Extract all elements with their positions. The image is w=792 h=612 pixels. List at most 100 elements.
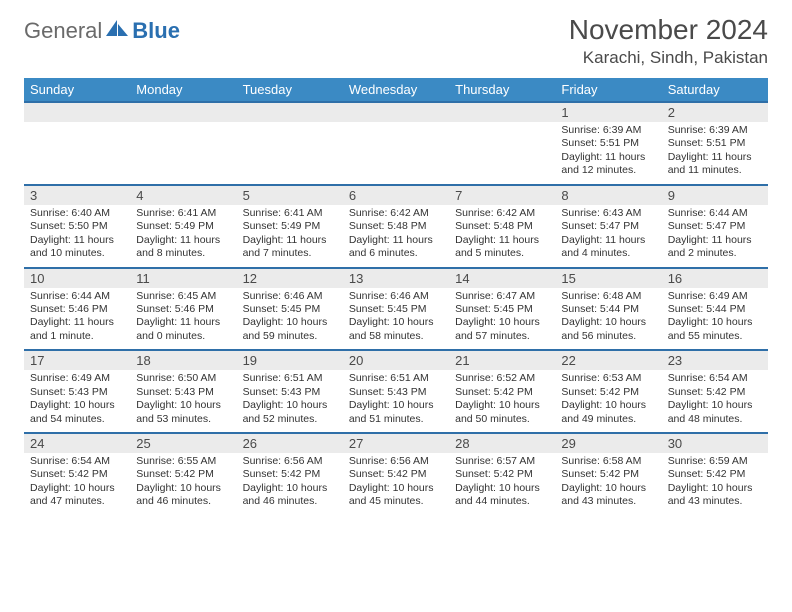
weekday-header: Wednesday: [343, 78, 449, 102]
weekday-header: Friday: [555, 78, 661, 102]
daylight-text: Daylight: 11 hours and 1 minute.: [30, 316, 124, 343]
calendar-day-cell: [237, 102, 343, 185]
day-number: 19: [237, 351, 343, 370]
daylight-text: Daylight: 10 hours and 52 minutes.: [243, 399, 337, 426]
sunset-text: Sunset: 5:42 PM: [455, 468, 549, 481]
calendar-day-cell: 27Sunrise: 6:56 AMSunset: 5:42 PMDayligh…: [343, 433, 449, 515]
weekday-header: Saturday: [662, 78, 768, 102]
day-number: 1: [555, 103, 661, 122]
daylight-text: Daylight: 11 hours and 8 minutes.: [136, 234, 230, 261]
day-number: 26: [237, 434, 343, 453]
day-details: Sunrise: 6:58 AMSunset: 5:42 PMDaylight:…: [555, 453, 661, 515]
sunset-text: Sunset: 5:48 PM: [455, 220, 549, 233]
sunset-text: Sunset: 5:42 PM: [349, 468, 443, 481]
calendar-day-cell: [343, 102, 449, 185]
day-number: 22: [555, 351, 661, 370]
sunrise-text: Sunrise: 6:47 AM: [455, 290, 549, 303]
sunrise-text: Sunrise: 6:39 AM: [561, 124, 655, 137]
day-details: Sunrise: 6:55 AMSunset: 5:42 PMDaylight:…: [130, 453, 236, 515]
sunset-text: Sunset: 5:46 PM: [30, 303, 124, 316]
calendar-day-cell: 9Sunrise: 6:44 AMSunset: 5:47 PMDaylight…: [662, 185, 768, 268]
sunrise-text: Sunrise: 6:56 AM: [243, 455, 337, 468]
sunset-text: Sunset: 5:42 PM: [668, 468, 762, 481]
sunrise-text: Sunrise: 6:39 AM: [668, 124, 762, 137]
day-details: Sunrise: 6:49 AMSunset: 5:44 PMDaylight:…: [662, 288, 768, 350]
day-details: Sunrise: 6:46 AMSunset: 5:45 PMDaylight:…: [237, 288, 343, 350]
calendar-day-cell: 4Sunrise: 6:41 AMSunset: 5:49 PMDaylight…: [130, 185, 236, 268]
calendar-week-row: 24Sunrise: 6:54 AMSunset: 5:42 PMDayligh…: [24, 433, 768, 515]
calendar-day-cell: 30Sunrise: 6:59 AMSunset: 5:42 PMDayligh…: [662, 433, 768, 515]
sunset-text: Sunset: 5:43 PM: [349, 386, 443, 399]
sunset-text: Sunset: 5:42 PM: [561, 468, 655, 481]
day-number: 16: [662, 269, 768, 288]
sunset-text: Sunset: 5:51 PM: [668, 137, 762, 150]
daylight-text: Daylight: 10 hours and 46 minutes.: [136, 482, 230, 509]
day-details: Sunrise: 6:45 AMSunset: 5:46 PMDaylight:…: [130, 288, 236, 350]
daylight-text: Daylight: 11 hours and 2 minutes.: [668, 234, 762, 261]
daylight-text: Daylight: 10 hours and 47 minutes.: [30, 482, 124, 509]
daylight-text: Daylight: 10 hours and 45 minutes.: [349, 482, 443, 509]
day-details: Sunrise: 6:56 AMSunset: 5:42 PMDaylight:…: [237, 453, 343, 515]
sunrise-text: Sunrise: 6:42 AM: [349, 207, 443, 220]
calendar-day-cell: 24Sunrise: 6:54 AMSunset: 5:42 PMDayligh…: [24, 433, 130, 515]
daylight-text: Daylight: 10 hours and 46 minutes.: [243, 482, 337, 509]
calendar-day-cell: 1Sunrise: 6:39 AMSunset: 5:51 PMDaylight…: [555, 102, 661, 185]
day-number: 27: [343, 434, 449, 453]
sunset-text: Sunset: 5:50 PM: [30, 220, 124, 233]
sunrise-text: Sunrise: 6:43 AM: [561, 207, 655, 220]
day-number: 12: [237, 269, 343, 288]
daylight-text: Daylight: 10 hours and 54 minutes.: [30, 399, 124, 426]
daylight-text: Daylight: 10 hours and 56 minutes.: [561, 316, 655, 343]
calendar-table: Sunday Monday Tuesday Wednesday Thursday…: [24, 78, 768, 515]
sunset-text: Sunset: 5:47 PM: [561, 220, 655, 233]
month-title: November 2024: [569, 14, 768, 46]
calendar-day-cell: 21Sunrise: 6:52 AMSunset: 5:42 PMDayligh…: [449, 350, 555, 433]
sunrise-text: Sunrise: 6:44 AM: [668, 207, 762, 220]
calendar-day-cell: 23Sunrise: 6:54 AMSunset: 5:42 PMDayligh…: [662, 350, 768, 433]
day-details: Sunrise: 6:50 AMSunset: 5:43 PMDaylight:…: [130, 370, 236, 432]
day-number: [449, 103, 555, 122]
day-number: 2: [662, 103, 768, 122]
sunrise-text: Sunrise: 6:49 AM: [30, 372, 124, 385]
day-details: Sunrise: 6:40 AMSunset: 5:50 PMDaylight:…: [24, 205, 130, 267]
calendar-week-row: 1Sunrise: 6:39 AMSunset: 5:51 PMDaylight…: [24, 102, 768, 185]
daylight-text: Daylight: 10 hours and 55 minutes.: [668, 316, 762, 343]
sunrise-text: Sunrise: 6:51 AM: [349, 372, 443, 385]
day-number: 17: [24, 351, 130, 370]
calendar-day-cell: 25Sunrise: 6:55 AMSunset: 5:42 PMDayligh…: [130, 433, 236, 515]
daylight-text: Daylight: 10 hours and 53 minutes.: [136, 399, 230, 426]
calendar-day-cell: [449, 102, 555, 185]
sunset-text: Sunset: 5:43 PM: [243, 386, 337, 399]
day-number: 20: [343, 351, 449, 370]
daylight-text: Daylight: 10 hours and 44 minutes.: [455, 482, 549, 509]
calendar-day-cell: 18Sunrise: 6:50 AMSunset: 5:43 PMDayligh…: [130, 350, 236, 433]
day-number: 4: [130, 186, 236, 205]
calendar-week-row: 3Sunrise: 6:40 AMSunset: 5:50 PMDaylight…: [24, 185, 768, 268]
day-details: Sunrise: 6:41 AMSunset: 5:49 PMDaylight:…: [237, 205, 343, 267]
sunset-text: Sunset: 5:43 PM: [136, 386, 230, 399]
day-details: [237, 122, 343, 182]
sunrise-text: Sunrise: 6:41 AM: [243, 207, 337, 220]
day-details: Sunrise: 6:44 AMSunset: 5:47 PMDaylight:…: [662, 205, 768, 267]
sunset-text: Sunset: 5:45 PM: [455, 303, 549, 316]
sunset-text: Sunset: 5:48 PM: [349, 220, 443, 233]
brand-part2: Blue: [132, 18, 180, 44]
sunrise-text: Sunrise: 6:54 AM: [30, 455, 124, 468]
sunrise-text: Sunrise: 6:55 AM: [136, 455, 230, 468]
sunrise-text: Sunrise: 6:41 AM: [136, 207, 230, 220]
title-block: November 2024 Karachi, Sindh, Pakistan: [569, 14, 768, 68]
day-number: 28: [449, 434, 555, 453]
sunrise-text: Sunrise: 6:54 AM: [668, 372, 762, 385]
day-number: 29: [555, 434, 661, 453]
day-number: 25: [130, 434, 236, 453]
sunrise-text: Sunrise: 6:42 AM: [455, 207, 549, 220]
daylight-text: Daylight: 10 hours and 59 minutes.: [243, 316, 337, 343]
sunrise-text: Sunrise: 6:58 AM: [561, 455, 655, 468]
sunset-text: Sunset: 5:42 PM: [136, 468, 230, 481]
daylight-text: Daylight: 11 hours and 7 minutes.: [243, 234, 337, 261]
day-number: 6: [343, 186, 449, 205]
sunset-text: Sunset: 5:49 PM: [243, 220, 337, 233]
day-number: 5: [237, 186, 343, 205]
day-number: 10: [24, 269, 130, 288]
daylight-text: Daylight: 11 hours and 10 minutes.: [30, 234, 124, 261]
